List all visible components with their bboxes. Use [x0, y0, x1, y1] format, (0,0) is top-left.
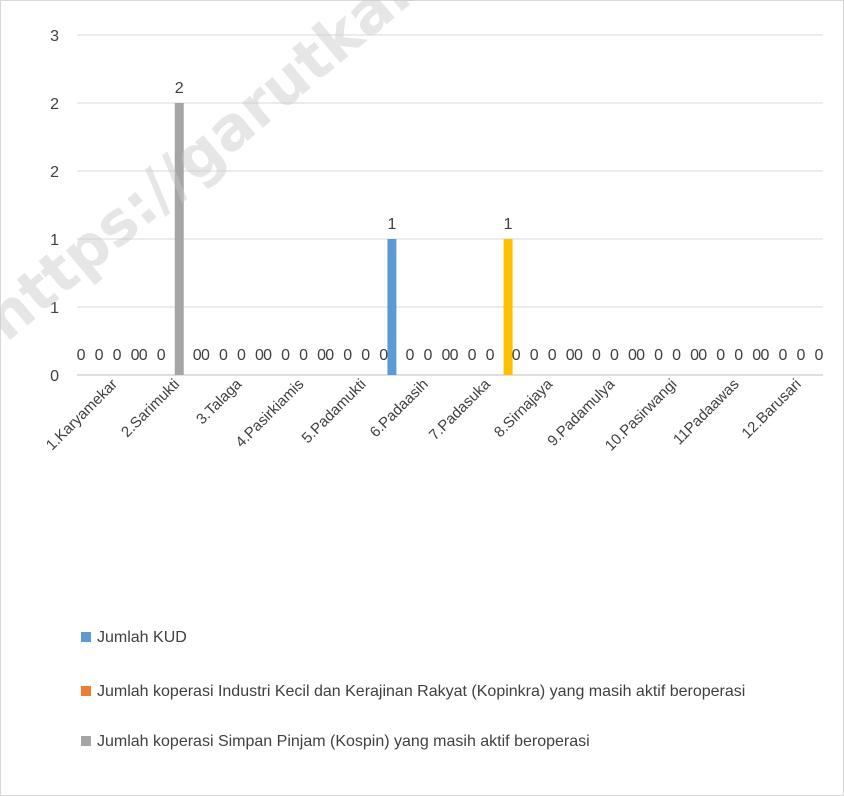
data-label: 0: [325, 347, 334, 364]
legend-item-kud: Jumlah KUD: [81, 627, 801, 648]
x-tick-label: 12.Barusari: [738, 376, 804, 442]
data-label: 0: [592, 347, 601, 364]
data-label: 0: [343, 347, 352, 364]
data-label: 2: [175, 80, 184, 97]
data-label: 0: [512, 347, 521, 364]
data-label: 0: [654, 347, 663, 364]
data-label: 0: [255, 347, 264, 364]
y-tick-label: 1: [50, 232, 59, 249]
data-labels: 0 0 0 0 0 020 0 0 0 0 0 0 0 0 0 0 0 010 0 0 0 0 010 0 0 0 0 0 0 0 0 0 0 0…: [77, 80, 824, 364]
x-tick-label: 11Padaawas: [670, 376, 743, 449]
data-label: 0: [778, 347, 787, 364]
data-label: 0: [441, 347, 450, 364]
data-label: 0: [468, 347, 477, 364]
data-label: 0: [405, 347, 414, 364]
data-label: 0: [219, 347, 228, 364]
data-label: 0: [423, 347, 432, 364]
data-label: 0: [698, 347, 707, 364]
data-label: 0: [77, 347, 86, 364]
x-tick-label: 3.Talaga: [193, 375, 246, 428]
data-label: 0: [672, 347, 681, 364]
data-label: 0: [628, 347, 637, 364]
legend-label: Jumlah koperasi Industri Kecil dan Keraj…: [97, 683, 746, 700]
data-label: 1: [387, 216, 396, 233]
data-label: 0: [760, 347, 769, 364]
gridlines: [77, 34, 823, 376]
x-tick-label: 8.Sirnajaya: [491, 375, 557, 441]
data-label: 0: [752, 347, 761, 364]
data-label: 0: [734, 347, 743, 364]
data-label: 0: [281, 347, 290, 364]
data-label: 0: [450, 347, 459, 364]
data-label: 0: [317, 347, 326, 364]
data-label: 0: [566, 347, 575, 364]
legend-label: Jumlah KUD: [97, 629, 187, 646]
data-label: 0: [193, 347, 202, 364]
y-tick-label: 2: [50, 96, 59, 113]
x-tick-label: 7.Padasuka: [426, 375, 495, 444]
x-tick-label: 6.Padaasih: [367, 376, 432, 441]
y-tick-label: 1: [50, 300, 59, 317]
data-label: 0: [379, 347, 388, 364]
legend-item-kospin: Jumlah koperasi Simpan Pinjam (Kospin) y…: [81, 731, 801, 752]
data-label: 0: [796, 347, 805, 364]
data-label: 0: [201, 347, 210, 364]
data-label: 0: [610, 347, 619, 364]
data-label: 0: [237, 347, 246, 364]
legend-swatch: [81, 686, 91, 696]
bar: [503, 239, 513, 375]
data-label: 0: [263, 347, 272, 364]
legend-swatch: [81, 736, 91, 746]
data-label: 0: [548, 347, 557, 364]
y-tick-label: 3: [50, 28, 59, 45]
data-label: 0: [139, 347, 148, 364]
data-label: 0: [814, 347, 823, 364]
data-label: 0: [95, 347, 104, 364]
x-tick-label: 2.Sarimukti: [118, 376, 183, 441]
data-label: 0: [361, 347, 370, 364]
y-tick-label: 2: [50, 164, 59, 181]
legend-item-kopinkra: Jumlah koperasi Industri Kecil dan Keraj…: [81, 681, 801, 702]
data-label: 0: [113, 347, 122, 364]
y-axis-ticks: 0 1 1 2 2 3: [50, 28, 59, 385]
data-label: 0: [574, 347, 583, 364]
data-label: 0: [690, 347, 699, 364]
data-label: 0: [716, 347, 725, 364]
data-label: 0: [157, 347, 166, 364]
x-tick-label: 5.Padamukti: [299, 376, 370, 447]
bars: [174, 103, 513, 375]
y-tick-label: 0: [50, 368, 59, 385]
data-label: 1: [504, 216, 513, 233]
data-label: 0: [486, 347, 495, 364]
data-label: 0: [530, 347, 539, 364]
x-tick-label: 1.Karyamekar: [43, 376, 121, 454]
data-label: 0: [299, 347, 308, 364]
legend-swatch: [81, 632, 91, 642]
data-label: 0: [636, 347, 645, 364]
data-label: 0: [131, 347, 140, 364]
bar: [387, 239, 397, 375]
legend-label: Jumlah koperasi Simpan Pinjam (Kospin) y…: [97, 733, 590, 750]
bar: [174, 103, 184, 375]
